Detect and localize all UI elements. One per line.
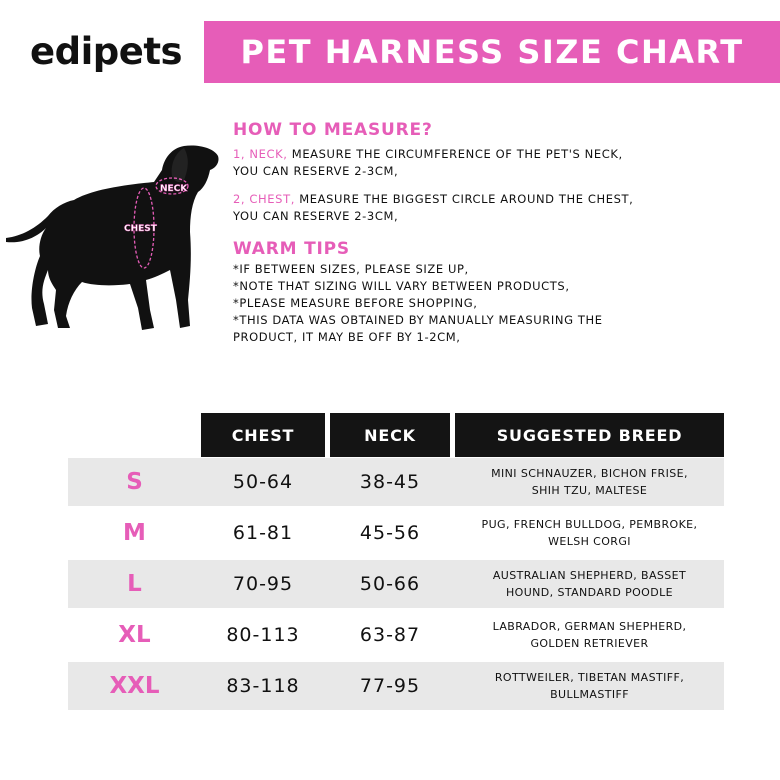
breed-line: ROTTWEILER, TIBETAN MASTIFF, [494, 671, 685, 684]
size-cell: XXL [109, 673, 160, 699]
breed-cell: AUSTRALIAN SHEPHERD, BASSET HOUND, STAND… [455, 560, 724, 608]
chest-label: CHEST [124, 224, 158, 234]
tip-line: *IF BETWEEN SIZES, PLEASE SIZE UP, [233, 262, 469, 276]
tip-line: *PLEASE MEASURE BEFORE SHOPPING, [233, 296, 478, 310]
size-cell: S [126, 469, 143, 495]
chest-cell: 83-118 [226, 675, 300, 697]
neck-step-label: 1, NECK, [233, 147, 288, 161]
breed-line: GOLDEN RETRIEVER [530, 637, 649, 650]
size-cell: XL [118, 622, 151, 648]
breed-line: PUG, FRENCH BULLDOG, PEMBROKE, [481, 518, 698, 531]
chest-step-label: 2, CHEST, [233, 192, 295, 206]
chest-instruction-2: YOU CAN RESERVE 2-3CM, [233, 209, 399, 223]
neck-instruction-2: YOU CAN RESERVE 2-3CM, [233, 164, 399, 178]
chest-cell: 70-95 [232, 573, 294, 595]
breed-line: HOUND, STANDARD POODLE [506, 586, 673, 599]
chest-measure-loop [133, 187, 155, 269]
chest-instruction: 2, CHEST, MEASURE THE BIGGEST CIRCLE ARO… [233, 191, 753, 208]
tip-line: *THIS DATA WAS OBTAINED BY MANUALLY MEAS… [233, 313, 603, 327]
table-row: XXL 83-118 77-95 ROTTWEILER, TIBETAN MAS… [68, 662, 724, 710]
neck-label: NECK [160, 184, 188, 194]
neck-cell: 45-56 [359, 522, 421, 544]
breed-line: WELSH CORGI [548, 535, 631, 548]
warm-tips-heading: WARM TIPS [233, 239, 350, 259]
breed-line: LABRADOR, GERMAN SHEPHERD, [492, 620, 687, 633]
brand-logo: edipets [30, 30, 183, 73]
neck-cell: 77-95 [359, 675, 421, 697]
size-cell: M [123, 520, 146, 546]
column-header-breed: SUGGESTED BREED [455, 413, 724, 457]
breed-cell: MINI SCHNAUZER, BICHON FRISE, SHIH TZU, … [455, 458, 724, 506]
tip-line: *NOTE THAT SIZING WILL VARY BETWEEN PROD… [233, 279, 570, 293]
table-row: L 70-95 50-66 AUSTRALIAN SHEPHERD, BASSE… [68, 560, 724, 608]
breed-line: AUSTRALIAN SHEPHERD, BASSET [492, 569, 687, 582]
column-header-neck: NECK [330, 413, 450, 457]
how-to-measure-heading: HOW TO MEASURE? [233, 120, 433, 140]
dog-silhouette [6, 145, 219, 330]
title-banner: PET HARNESS SIZE CHART [204, 21, 780, 83]
tip-line: PRODUCT, IT MAY BE OFF BY 1-2CM, [233, 330, 461, 344]
table-row: XL 80-113 63-87 LABRADOR, GERMAN SHEPHER… [68, 611, 724, 659]
page-title: PET HARNESS SIZE CHART [240, 33, 744, 71]
size-cell: L [127, 571, 142, 597]
chest-cell: 61-81 [232, 522, 294, 544]
table-row: M 61-81 45-56 PUG, FRENCH BULLDOG, PEMBR… [68, 509, 724, 557]
breed-line: BULLMASTIFF [550, 688, 629, 701]
table-header: CHEST NECK SUGGESTED BREED [68, 413, 724, 457]
neck-cell: 38-45 [359, 471, 421, 493]
neck-measure-loop [155, 177, 189, 195]
neck-instruction: 1, NECK, MEASURE THE CIRCUMFERENCE OF TH… [233, 146, 753, 163]
column-header-chest: CHEST [201, 413, 325, 457]
neck-cell: 50-66 [359, 573, 421, 595]
chest-cell: 50-64 [232, 471, 294, 493]
chest-step-text: MEASURE THE BIGGEST CIRCLE AROUND THE CH… [299, 192, 634, 206]
breed-cell: LABRADOR, GERMAN SHEPHERD, GOLDEN RETRIE… [455, 611, 724, 659]
breed-line: SHIH TZU, MALTESE [531, 484, 648, 497]
breed-line: MINI SCHNAUZER, BICHON FRISE, [491, 467, 688, 480]
chest-cell: 80-113 [226, 624, 300, 646]
size-table: CHEST NECK SUGGESTED BREED S 50-64 38-45… [68, 413, 724, 710]
breed-cell: ROTTWEILER, TIBETAN MASTIFF, BULLMASTIFF [455, 662, 724, 710]
table-row: S 50-64 38-45 MINI SCHNAUZER, BICHON FRI… [68, 458, 724, 506]
neck-step-text: MEASURE THE CIRCUMFERENCE OF THE PET'S N… [291, 147, 623, 161]
neck-cell: 63-87 [359, 624, 421, 646]
instructions-panel: HOW TO MEASURE? 1, NECK, MEASURE THE CIR… [233, 120, 753, 346]
dog-silhouette-diagram: NECK CHEST [6, 145, 219, 330]
breed-cell: PUG, FRENCH BULLDOG, PEMBROKE, WELSH COR… [455, 509, 724, 557]
